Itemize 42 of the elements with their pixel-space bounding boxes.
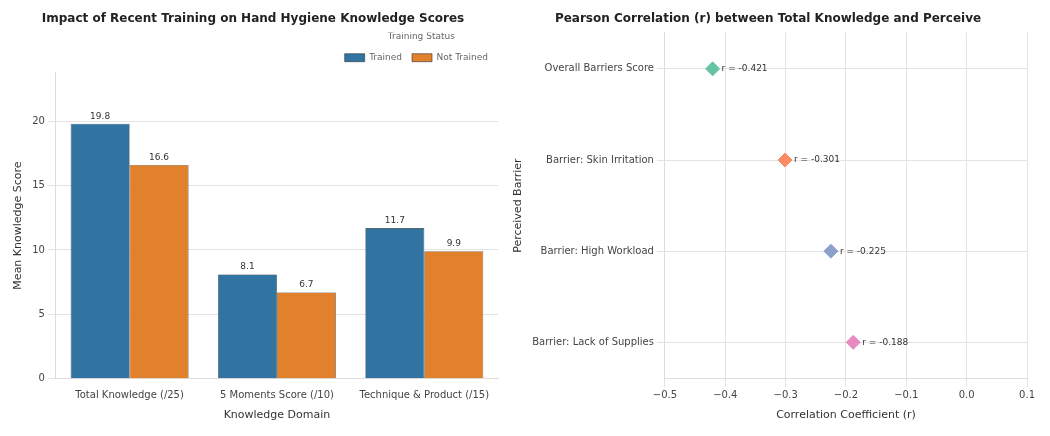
y-axis-title: Mean Knowledge Score xyxy=(11,161,25,290)
x-tick-label: −0.1 xyxy=(894,389,919,401)
data-label: 19.8 xyxy=(90,110,111,121)
point xyxy=(845,334,861,350)
x-tick-label: −0.2 xyxy=(833,389,859,401)
x-tick-label: −0.3 xyxy=(773,389,798,401)
x-tick-label: Technique & Product (/15) xyxy=(358,389,490,401)
y-tick-label: 5 xyxy=(38,307,45,319)
data-label: r = -0.225 xyxy=(839,245,886,256)
legend-title: Training Status xyxy=(386,31,456,42)
y-tick-label: 0 xyxy=(38,372,45,384)
y-tick-label: Barrier: Lack of Supplies xyxy=(532,335,654,347)
x-axis-title: Knowledge Domain xyxy=(223,408,331,422)
data-label: 8.1 xyxy=(240,261,255,272)
point xyxy=(823,243,839,259)
y-tick-label: 10 xyxy=(32,243,45,255)
data-label: 16.6 xyxy=(149,151,170,162)
x-tick-label: −0.5 xyxy=(652,389,678,401)
x-tick-label: Total Knowledge (/25) xyxy=(74,389,184,401)
data-label: 11.7 xyxy=(384,214,405,225)
data-label: 6.7 xyxy=(299,279,314,290)
legend-label: Not Trained xyxy=(436,52,489,63)
y-tick-label: 15 xyxy=(32,179,45,191)
point xyxy=(705,61,721,77)
data-label: 9.9 xyxy=(446,238,462,249)
chart-title: Impact of Recent Training on Hand Hygiene Knowledge Scores xyxy=(41,11,465,26)
x-tick-label: 5 Moments Score (/10) xyxy=(220,389,335,401)
chart-title: Pearson Correlation (r) between Total Knowledge and Perceive xyxy=(554,11,982,26)
y-axis-title: Perceived Barrier xyxy=(511,157,525,253)
data-label: r = -0.188 xyxy=(862,336,909,347)
legend-label: Trained xyxy=(368,52,403,63)
data-label: r = -0.421 xyxy=(721,63,768,74)
y-tick-label: 20 xyxy=(32,114,45,126)
point xyxy=(777,152,793,168)
x-axis-title: Correlation Coefficient (r) xyxy=(776,408,916,422)
x-tick-label: −0.4 xyxy=(713,389,738,401)
x-tick-label: 0.1 xyxy=(1019,389,1035,401)
y-tick-label: Barrier: Skin Irritation xyxy=(546,153,654,165)
x-tick-label: 0.0 xyxy=(958,389,975,401)
y-tick-label: Barrier: High Workload xyxy=(540,244,654,256)
y-tick-label: Overall Barriers Score xyxy=(544,62,654,74)
data-label: r = -0.301 xyxy=(794,154,841,165)
